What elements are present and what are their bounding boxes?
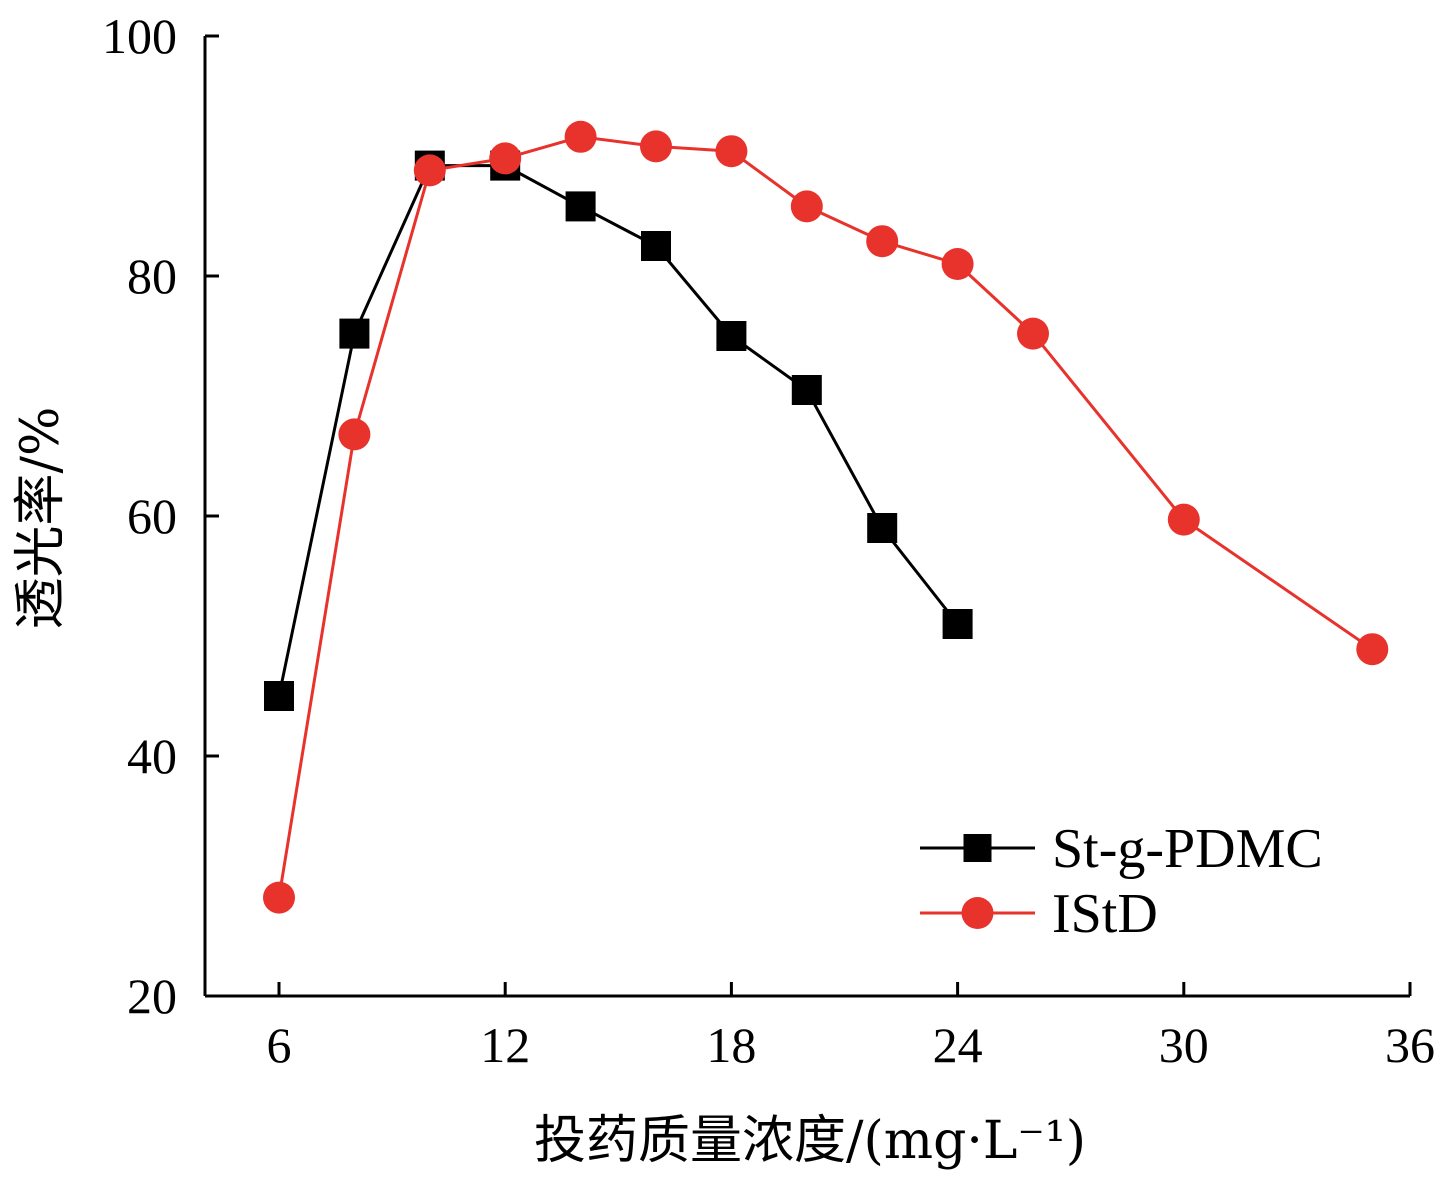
data-point — [1167, 503, 1200, 536]
series-line — [277, 135, 1374, 898]
x-tick-label: 6 — [267, 1017, 292, 1073]
series-layer — [263, 120, 1389, 914]
data-point — [866, 225, 899, 258]
series-2 — [263, 120, 1389, 914]
data-point — [339, 318, 370, 349]
data-point — [263, 881, 295, 914]
data-point — [264, 681, 294, 711]
data-point — [640, 130, 672, 163]
legend-label: St-g-PDMC — [1052, 818, 1323, 880]
x-tick-label: 36 — [1385, 1017, 1435, 1073]
data-point — [489, 142, 522, 175]
data-point — [867, 513, 898, 543]
x-ticks: 6 12 18 24 30 36 — [267, 982, 1435, 1073]
data-point — [791, 375, 822, 405]
x-tick-label: 12 — [480, 1017, 530, 1073]
data-point — [413, 154, 446, 187]
x-axis-title: 投药质量浓度/(mg·L⁻¹) — [534, 1111, 1086, 1171]
y-tick-label: 80 — [127, 248, 177, 304]
data-point — [565, 191, 596, 222]
y-tick-label: 100 — [102, 8, 177, 64]
y-axis-title: 透光率/% — [11, 407, 71, 630]
legend-marker — [961, 897, 994, 929]
data-point — [941, 248, 974, 280]
x-tick-label: 24 — [933, 1017, 983, 1073]
y-tick-label: 40 — [127, 728, 177, 784]
axes: 6 12 18 24 30 36 20 40 60 80 100 — [102, 8, 1435, 1073]
data-point — [641, 231, 671, 261]
data-point — [564, 120, 597, 153]
data-point — [1356, 633, 1389, 666]
y-tick-label: 20 — [127, 968, 177, 1024]
data-point — [942, 609, 973, 639]
legend-marker — [963, 834, 992, 862]
legend-label: IStD — [1052, 883, 1158, 945]
y-tick-label: 60 — [127, 488, 177, 544]
data-point — [1017, 317, 1049, 350]
x-tick-label: 18 — [706, 1017, 756, 1073]
series-line — [277, 164, 959, 697]
data-point — [790, 190, 823, 223]
data-point — [715, 135, 748, 168]
data-point — [716, 321, 747, 351]
data-point — [338, 418, 371, 451]
y-ticks: 20 40 60 80 100 — [102, 8, 219, 1024]
x-tick-label: 30 — [1159, 1017, 1209, 1073]
legend-item: St-g-PDMC — [920, 818, 1323, 880]
legend-item: IStD — [920, 883, 1158, 945]
